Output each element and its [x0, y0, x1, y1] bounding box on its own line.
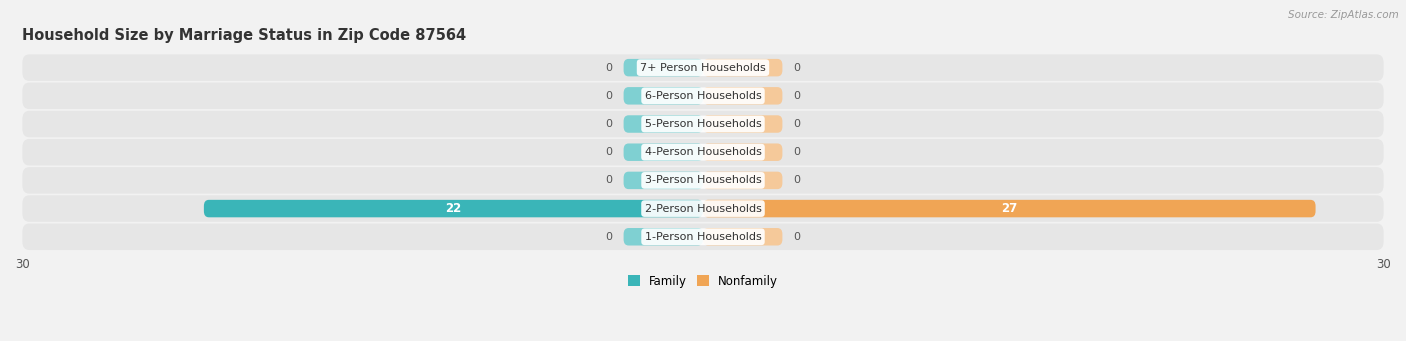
- FancyBboxPatch shape: [22, 55, 1384, 81]
- Text: 22: 22: [446, 202, 461, 215]
- Text: 0: 0: [794, 119, 801, 129]
- Legend: Family, Nonfamily: Family, Nonfamily: [623, 270, 783, 293]
- Text: 4-Person Households: 4-Person Households: [644, 147, 762, 157]
- Text: 0: 0: [794, 147, 801, 157]
- Text: 0: 0: [605, 91, 612, 101]
- FancyBboxPatch shape: [22, 195, 1384, 222]
- FancyBboxPatch shape: [703, 87, 782, 105]
- FancyBboxPatch shape: [22, 167, 1384, 194]
- Text: 3-Person Households: 3-Person Households: [644, 175, 762, 186]
- Text: 0: 0: [605, 232, 612, 242]
- Text: Source: ZipAtlas.com: Source: ZipAtlas.com: [1288, 10, 1399, 20]
- FancyBboxPatch shape: [22, 223, 1384, 250]
- Text: 0: 0: [794, 91, 801, 101]
- FancyBboxPatch shape: [624, 172, 703, 189]
- Text: 0: 0: [605, 119, 612, 129]
- FancyBboxPatch shape: [624, 59, 703, 76]
- FancyBboxPatch shape: [624, 228, 703, 246]
- FancyBboxPatch shape: [703, 228, 782, 246]
- FancyBboxPatch shape: [703, 200, 1316, 217]
- Text: 7+ Person Households: 7+ Person Households: [640, 63, 766, 73]
- Text: 0: 0: [794, 232, 801, 242]
- FancyBboxPatch shape: [22, 139, 1384, 165]
- Text: 0: 0: [605, 63, 612, 73]
- FancyBboxPatch shape: [624, 144, 703, 161]
- Text: Household Size by Marriage Status in Zip Code 87564: Household Size by Marriage Status in Zip…: [22, 28, 467, 43]
- Text: 0: 0: [794, 63, 801, 73]
- Text: 2-Person Households: 2-Person Households: [644, 204, 762, 213]
- FancyBboxPatch shape: [22, 111, 1384, 137]
- Text: 0: 0: [794, 175, 801, 186]
- Text: 0: 0: [605, 147, 612, 157]
- FancyBboxPatch shape: [624, 87, 703, 105]
- Text: 6-Person Households: 6-Person Households: [644, 91, 762, 101]
- Text: 27: 27: [1001, 202, 1018, 215]
- FancyBboxPatch shape: [204, 200, 703, 217]
- Text: 1-Person Households: 1-Person Households: [644, 232, 762, 242]
- FancyBboxPatch shape: [703, 144, 782, 161]
- Text: 5-Person Households: 5-Person Households: [644, 119, 762, 129]
- FancyBboxPatch shape: [703, 115, 782, 133]
- FancyBboxPatch shape: [703, 172, 782, 189]
- FancyBboxPatch shape: [624, 115, 703, 133]
- FancyBboxPatch shape: [703, 59, 782, 76]
- Text: 0: 0: [605, 175, 612, 186]
- FancyBboxPatch shape: [22, 83, 1384, 109]
